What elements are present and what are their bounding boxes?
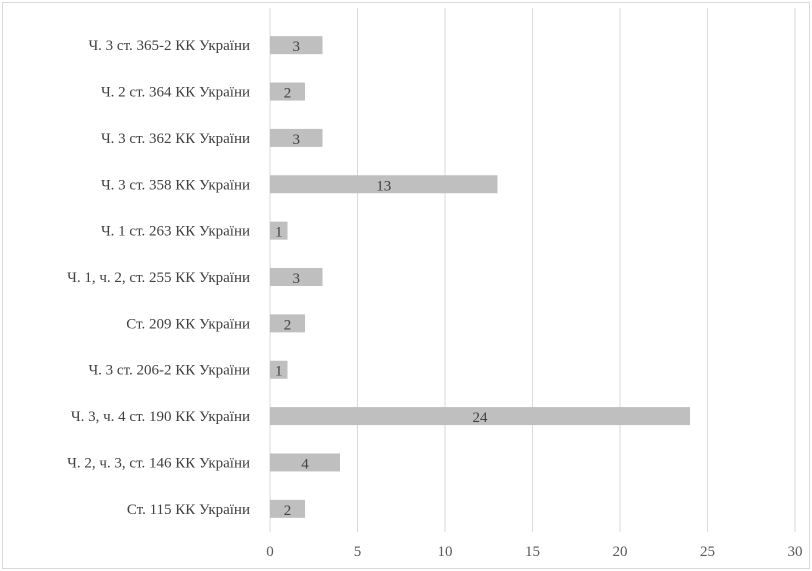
bar-4: [270, 221, 288, 240]
x-tick-label-6: 30: [788, 544, 803, 560]
category-label-3: Ч. 3 ст. 358 КК України: [101, 177, 250, 193]
category-label-9: Ч. 2, ч. 3, ст. 146 КК України: [67, 455, 250, 471]
bar-10: [270, 499, 305, 518]
bar-7: [270, 360, 288, 379]
category-label-10: Ст. 115 КК України: [127, 502, 250, 518]
data-label-10: 2: [284, 503, 292, 519]
category-label-2: Ч. 3 ст. 362 КК України: [101, 131, 250, 147]
bar-6: [270, 314, 305, 333]
bar-2: [270, 128, 323, 147]
x-tick-label-1: 5: [354, 544, 362, 560]
x-tick-label-4: 20: [613, 544, 628, 560]
x-tick-label-5: 25: [700, 544, 715, 560]
x-tick-label-3: 15: [525, 544, 540, 560]
data-label-0: 3: [293, 39, 301, 55]
bar-9: [270, 453, 340, 472]
bar-1: [270, 82, 305, 101]
category-label-4: Ч. 1 ст. 263 КК України: [101, 224, 250, 240]
category-label-1: Ч. 2 ст. 364 КК України: [101, 85, 250, 101]
bar-3: [270, 175, 498, 194]
category-label-7: Ч. 3 ст. 206-2 КК України: [88, 363, 250, 379]
bar-8: [270, 407, 690, 426]
data-label-8: 24: [473, 410, 489, 426]
data-label-4: 1: [275, 225, 283, 241]
bars: [270, 36, 690, 518]
data-label-6: 2: [284, 317, 292, 333]
category-labels: Ч. 3 ст. 365-2 КК України Ч. 2 ст. 364 КК…: [67, 38, 250, 518]
data-label-1: 2: [284, 86, 292, 102]
bar-5: [270, 268, 323, 286]
data-label-5: 3: [293, 271, 301, 287]
category-label-5: Ч. 1, ч. 2, ст. 255 КК України: [67, 270, 250, 286]
x-tick-label-2: 10: [438, 544, 453, 560]
gridlines: [269, 8, 796, 532]
data-label-7: 1: [275, 364, 283, 380]
data-label-3: 13: [376, 178, 391, 194]
category-label-8: Ч. 3, ч. 4 ст. 190 КК України: [71, 409, 250, 425]
category-label-6: Ст. 209 КК України: [126, 316, 250, 332]
bar-0: [270, 36, 323, 55]
data-label-9: 4: [301, 456, 309, 472]
data-label-2: 3: [293, 132, 301, 148]
x-tick-label-0: 0: [266, 544, 274, 560]
x-axis-ticks: 0 5 10 15 20 25 30: [266, 544, 802, 560]
category-label-0: Ч. 3 ст. 365-2 КК України: [88, 38, 250, 54]
